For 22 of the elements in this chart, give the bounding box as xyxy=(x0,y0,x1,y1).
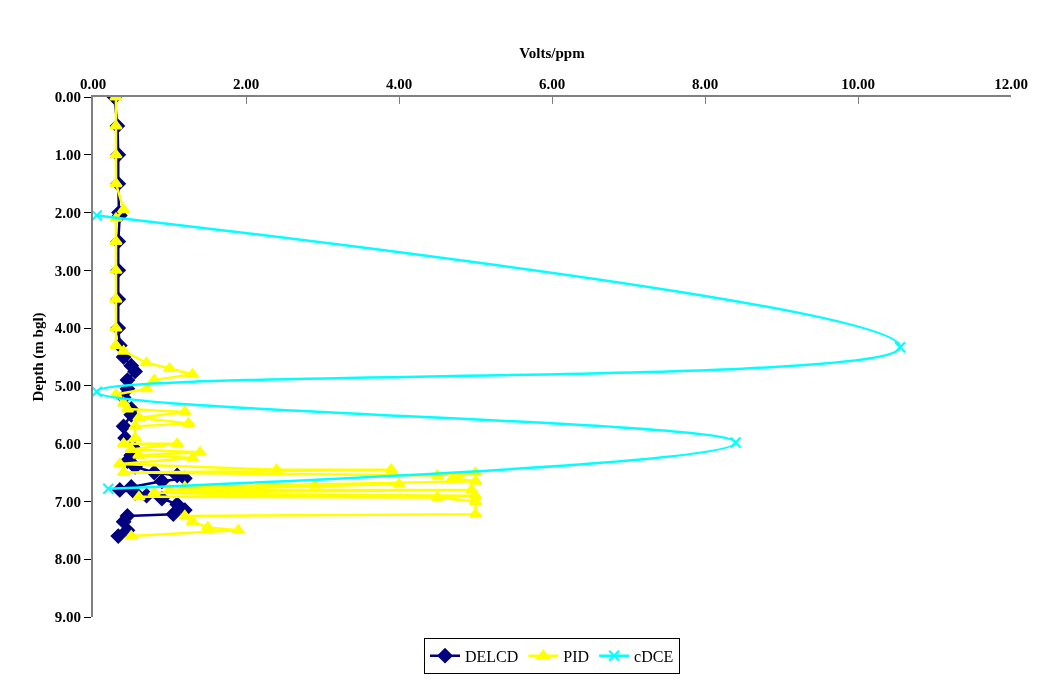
x-axis-title: Volts/ppm xyxy=(519,44,586,61)
x-tick-label: 6.00 xyxy=(538,76,566,92)
y-axis-title: Depth (m bgl) xyxy=(29,312,47,402)
x-tick-label: 8.00 xyxy=(691,76,719,92)
y-tick-label: 9.00 xyxy=(54,609,81,626)
x-tick-label: 12.00 xyxy=(994,76,1028,92)
x-tick-label: 0.00 xyxy=(79,76,107,92)
legend-label: cDCE xyxy=(634,647,674,665)
y-tick-label: 4.00 xyxy=(54,320,81,337)
legend-label: DELCD xyxy=(465,647,519,665)
y-tick-label: 6.00 xyxy=(54,435,81,452)
x-tick-label: 10.00 xyxy=(841,76,875,92)
y-tick-label: 2.00 xyxy=(54,204,81,221)
y-tick-label: 5.00 xyxy=(54,378,81,395)
y-tick-label: 7.00 xyxy=(54,493,81,510)
y-tick-label: 1.00 xyxy=(54,147,81,164)
y-tick-label: 3.00 xyxy=(54,262,81,279)
x-tick-label: 4.00 xyxy=(385,76,413,92)
y-tick-label: 0.00 xyxy=(54,89,81,106)
legend-label: PID xyxy=(563,647,590,665)
x-tick-label: 2.00 xyxy=(232,76,260,92)
y-tick-label: 8.00 xyxy=(54,551,81,568)
